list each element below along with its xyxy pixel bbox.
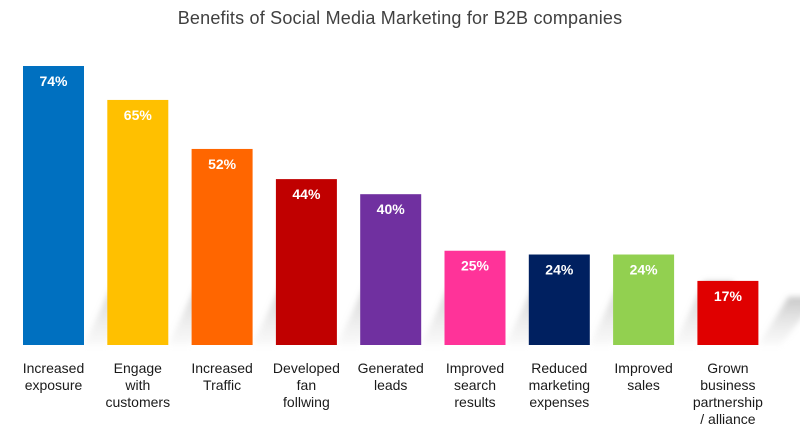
category-label-1: Increased exposure bbox=[23, 360, 84, 393]
bar-6 bbox=[444, 250, 506, 345]
bar-7 bbox=[528, 254, 590, 345]
data-label-2: 65% bbox=[124, 107, 153, 123]
bar-2 bbox=[107, 99, 169, 345]
category-label-5: Generated leads bbox=[358, 360, 424, 393]
data-label-8: 24% bbox=[630, 262, 659, 278]
category-label-4: Developed fan follwing bbox=[273, 360, 340, 410]
data-label-7: 24% bbox=[545, 262, 574, 278]
bar-3 bbox=[191, 148, 253, 345]
chart-title: Benefits of Social Media Marketing for B… bbox=[177, 8, 623, 28]
data-label-1: 74% bbox=[39, 73, 68, 89]
data-label-5: 40% bbox=[377, 201, 406, 217]
category-label-2: Engage with customers bbox=[106, 360, 171, 410]
category-label-3: Increased Traffic bbox=[191, 360, 252, 393]
data-label-6: 25% bbox=[461, 258, 490, 274]
data-label-4: 44% bbox=[292, 186, 321, 202]
category-label-8: Improved sales bbox=[614, 360, 672, 393]
bar-9 bbox=[697, 280, 759, 345]
bar-4 bbox=[275, 179, 337, 345]
bar-8 bbox=[613, 254, 675, 345]
bar-shadow bbox=[758, 296, 800, 345]
category-label-7: Reduced marketing expenses bbox=[529, 360, 590, 410]
data-label-3: 52% bbox=[208, 156, 237, 172]
bar-1 bbox=[23, 66, 84, 345]
category-label-6: Improved search results bbox=[446, 360, 504, 410]
data-label-9: 17% bbox=[714, 288, 743, 304]
category-label-9: Grown business partnership / alliance bbox=[693, 360, 763, 427]
bar-5 bbox=[360, 194, 422, 345]
